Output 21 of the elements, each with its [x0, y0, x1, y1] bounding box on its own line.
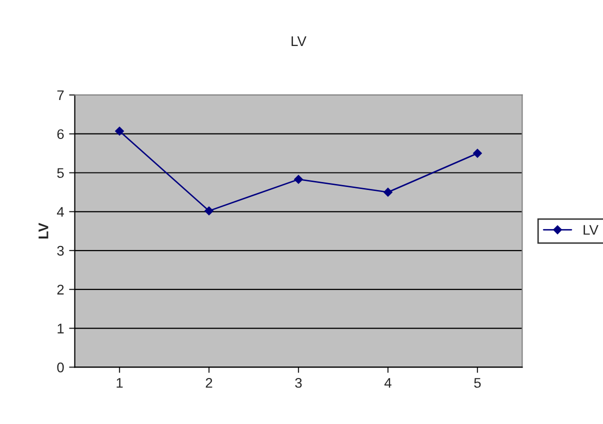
x-tick-label: 2 [206, 378, 212, 388]
point [204, 206, 214, 216]
y-tick-label: 4 [56, 207, 64, 217]
point [473, 148, 482, 158]
point [115, 126, 124, 136]
chart-title: LV [292, 36, 306, 46]
y-tick-label: 7 [57, 90, 64, 100]
point [384, 188, 392, 197]
y-tick-label: 5 [57, 168, 64, 178]
x-tick-label: 1 [116, 378, 123, 388]
x-tick-label: 5 [474, 378, 481, 388]
y-tick-label: 2 [57, 284, 64, 294]
y-tick-label: 6 [57, 129, 64, 140]
x-tick-label: 4 [384, 378, 392, 388]
x-tick-label: 3 [295, 378, 302, 388]
point [294, 174, 303, 184]
y-tick-label: 3 [57, 246, 64, 256]
y-axis-title: LV [38, 222, 48, 239]
y-tick-label: 0 [57, 362, 64, 372]
y-tick-label: 1 [58, 324, 64, 334]
legend-label: LV [584, 225, 598, 235]
